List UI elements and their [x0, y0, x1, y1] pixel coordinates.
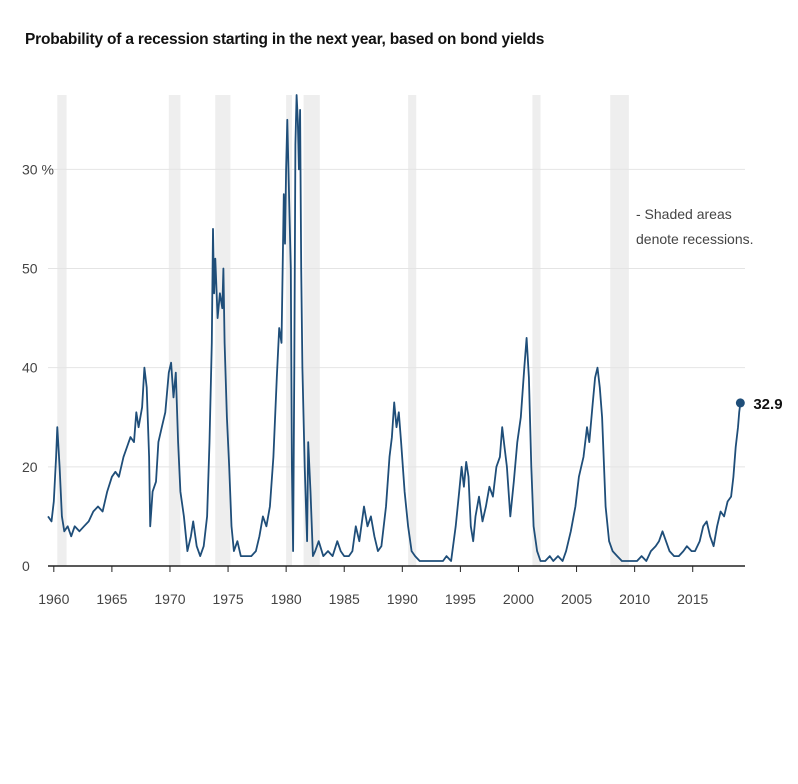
y-axis-ticks: 0 20 40 50 30 % — [22, 161, 54, 574]
recession-shading-layer — [57, 95, 629, 566]
y-tick-label: 20 — [22, 459, 38, 475]
x-tick-label: 1980 — [271, 591, 302, 607]
x-tick-label: 2015 — [677, 591, 708, 607]
x-tick-label: 1995 — [445, 591, 476, 607]
annotation-layer: 32.9 - Shaded areas denote recessions. — [636, 206, 783, 413]
x-tick-label: 1990 — [387, 591, 418, 607]
probability-line — [47, 94, 742, 562]
chart-title: Probability of a recession starting in t… — [25, 31, 545, 48]
end-value-label: 32.9 — [753, 396, 782, 413]
recession-note-line1: - Shaded areas — [636, 206, 732, 222]
y-tick-label: 30 % — [22, 161, 54, 177]
recession-band-2 — [215, 95, 231, 566]
recession-band-7 — [610, 95, 629, 566]
recession-band-0 — [57, 95, 67, 566]
recession-band-1 — [168, 95, 181, 566]
end-point-marker — [735, 398, 745, 408]
x-tick-label: 2000 — [503, 591, 534, 607]
recession-band-3 — [286, 95, 292, 566]
series-layer — [47, 94, 745, 562]
recession-note-line2: denote recessions. — [636, 231, 754, 247]
recession-band-6 — [532, 95, 541, 566]
x-tick-label: 1985 — [329, 591, 360, 607]
x-tick-label: 1965 — [96, 591, 127, 607]
recession-band-5 — [408, 95, 417, 566]
y-tick-label: 40 — [22, 360, 38, 376]
x-axis: 1960 1965 1970 1975 1980 1985 1990 1995 2000 2005… — [38, 565, 745, 607]
y-tick-label: 50 — [22, 261, 38, 277]
x-tick-label: 2010 — [619, 591, 650, 607]
x-tick-label: 1960 — [38, 591, 69, 607]
x-tick-label: 1975 — [212, 591, 243, 607]
x-tick-label: 2005 — [561, 591, 592, 607]
x-tick-label: 1970 — [154, 591, 185, 607]
gridlines — [48, 168, 745, 468]
y-tick-label: 0 — [22, 558, 30, 574]
